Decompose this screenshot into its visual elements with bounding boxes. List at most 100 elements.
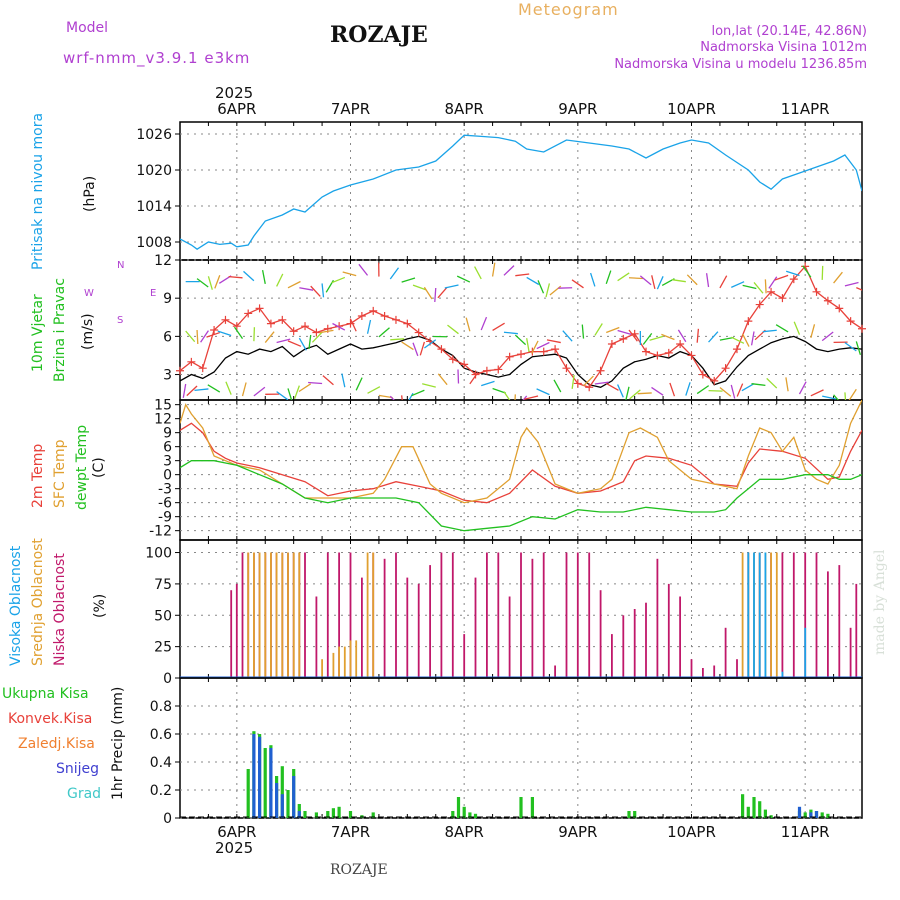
- wind-barb: [833, 271, 843, 284]
- bar-snijeg: [269, 748, 273, 818]
- bar-niska-oblacnost: [827, 571, 829, 678]
- wind-barb: [730, 384, 736, 399]
- wind-barb: [810, 324, 816, 338]
- wind-barb: [298, 383, 312, 393]
- gust-marker: [778, 294, 787, 303]
- y-tick-label: -6: [158, 496, 172, 512]
- wind-barb: [522, 395, 528, 400]
- wind-barb: [685, 382, 691, 396]
- bar-ukupna-kisa: [473, 813, 478, 818]
- bar-ukupna-kisa: [769, 815, 773, 818]
- wind-barb: [742, 333, 750, 347]
- wind-barb: [456, 275, 471, 283]
- bar-snijeg: [809, 812, 813, 818]
- wind-barb: [553, 379, 562, 393]
- gust-marker: [210, 326, 219, 334]
- bar-niska-oblacnost: [667, 583, 670, 678]
- wind-barb: [492, 322, 505, 331]
- wind-barb: [503, 331, 518, 335]
- wind-barb: [546, 339, 561, 344]
- wind-barb: [649, 335, 664, 341]
- y-tick-label: 0: [163, 671, 172, 687]
- y-tick-label: -9: [158, 510, 172, 526]
- bar-niska-oblacnost: [622, 615, 625, 678]
- wind-barb: [753, 282, 764, 294]
- bar-niska-oblacnost: [576, 552, 579, 678]
- bar-visoka-oblacnost: [804, 627, 807, 678]
- gust-marker: [289, 327, 298, 336]
- wind-barb: [605, 382, 619, 391]
- wind-barb: [536, 341, 550, 350]
- wind-barb: [321, 283, 325, 298]
- bar-ukupna-kisa: [803, 812, 807, 818]
- year-bottom: 2025: [215, 839, 254, 857]
- bar-ukupna-kisa: [246, 769, 250, 818]
- wind-barb: [287, 388, 293, 400]
- bar-niska-oblacnost: [565, 552, 568, 678]
- wind-barb: [669, 382, 676, 397]
- wind-barb: [378, 327, 390, 338]
- gust-marker: [767, 287, 776, 296]
- wind-barb: [571, 279, 584, 289]
- bar-niska-oblacnost: [690, 659, 693, 678]
- bar-ukupna-kisa: [331, 808, 335, 818]
- wind-barb: [594, 381, 609, 385]
- bar-niska-oblacnost: [633, 609, 636, 678]
- wind-barb: [856, 287, 862, 291]
- bar-ukupna-kisa: [451, 811, 455, 818]
- gust-marker: [460, 360, 469, 369]
- wind-barb: [207, 276, 213, 290]
- y-tick-label: 0.2: [150, 783, 172, 799]
- wind-barb: [261, 269, 266, 284]
- bar-srednja-oblacnost: [355, 640, 358, 678]
- wind-barb: [298, 337, 307, 351]
- wind-barb: [389, 395, 395, 400]
- bar-niska-oblacnost: [838, 565, 841, 678]
- y-tick-label: 6: [163, 440, 172, 456]
- wind-barb: [419, 341, 426, 356]
- bar-srednja-oblacnost: [770, 552, 772, 678]
- elevation-text: Nadmorska Visina 1012m: [700, 40, 867, 55]
- y-tick-label: 9: [163, 426, 172, 442]
- bar-ukupna-kisa: [348, 811, 353, 818]
- wind-barb: [214, 275, 221, 289]
- bar-niska-oblacnost: [542, 552, 545, 678]
- gust-marker: [732, 345, 741, 354]
- wind-barb: [276, 338, 291, 344]
- bar-visoka-oblacnost: [747, 552, 750, 678]
- wind-barb: [536, 388, 550, 396]
- gust-marker: [551, 345, 560, 354]
- bar-niska-oblacnost: [855, 583, 858, 678]
- bar-ukupna-kisa: [758, 801, 762, 818]
- wind-barb: [741, 383, 755, 392]
- gust-marker: [437, 345, 446, 354]
- bar-niska-oblacnost: [849, 627, 852, 678]
- wind-barb: [833, 394, 839, 400]
- wind-barb: [617, 329, 632, 336]
- y-tick-label: 1026: [136, 127, 172, 143]
- bar-visoka-oblacnost: [753, 552, 755, 678]
- panel-frame-2: [179, 399, 863, 541]
- wind-barb: [412, 342, 419, 357]
- x-label-bottom: 6APR: [217, 823, 256, 841]
- gust-marker: [744, 317, 753, 326]
- y-tick-label: 100: [145, 546, 172, 562]
- bar-snijeg: [252, 734, 256, 818]
- bar-visoka-oblacnost: [758, 552, 761, 678]
- wind-barb: [651, 275, 656, 290]
- wind-barb: [264, 331, 275, 343]
- bar-ukupna-kisa: [741, 794, 745, 818]
- gust-marker: [244, 309, 253, 318]
- series-line-brzina: [180, 335, 862, 388]
- gust-marker: [789, 275, 798, 284]
- compass-n: N: [117, 260, 125, 271]
- bar-srednja-oblacnost: [281, 552, 284, 678]
- series-line-pritisak-na-nivou-mora: [180, 134, 862, 250]
- bar-niska-oblacnost: [520, 552, 522, 678]
- bar-niska-oblacnost: [497, 552, 500, 678]
- wind-barb: [642, 332, 653, 345]
- wind-barb: [200, 330, 209, 343]
- wind-barb: [719, 387, 732, 397]
- wind-barb: [342, 271, 357, 277]
